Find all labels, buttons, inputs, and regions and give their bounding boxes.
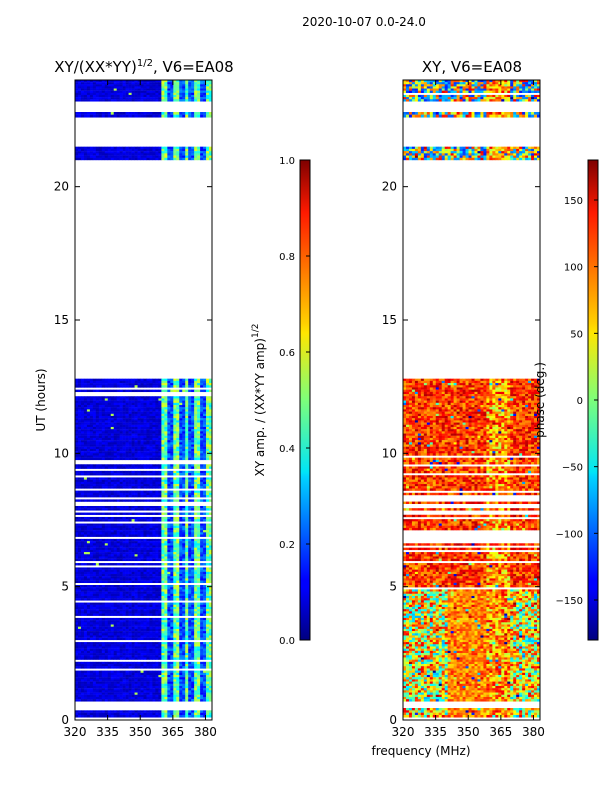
amp-ratio-colorbar-gradient <box>299 159 311 641</box>
xy-phase-ytick-label: 0 <box>389 713 397 727</box>
amp-ratio-ytick-label: 20 <box>54 180 69 194</box>
amp-ratio-colorbar-tick-label: 0.8 <box>279 252 295 263</box>
xy-phase-xtick-label: 350 <box>457 725 480 739</box>
phase-colorbar-tick-label: 150 <box>564 196 583 207</box>
amp-ratio-ytick-label: 0 <box>61 713 69 727</box>
xy-phase-axes-frame <box>402 79 541 721</box>
phase-colorbar-tick-label: −50 <box>562 463 583 474</box>
phase-colorbar-ticks: 150 100 50 0 −50 −100 −150 <box>556 196 598 607</box>
amp-ratio-colorbar-tick-label: 0.0 <box>279 636 295 647</box>
xy-phase-ytick-label: 10 <box>382 446 397 460</box>
amp-ratio-colorbar-tick-label: 0.6 <box>279 348 295 359</box>
amp-ratio-xtick-label: 380 <box>194 725 217 739</box>
amp-ratio-heatmap <box>75 80 212 718</box>
amp-ratio-colorbar-tick-label: 0.2 <box>279 540 295 551</box>
frequency-axis-label: frequency (MHz) <box>371 744 470 758</box>
xy-phase-ytick-label: 5 <box>389 580 397 594</box>
phase-colorbar-tick-label: −100 <box>556 529 583 540</box>
amp-ratio-ytick-label: 10 <box>54 446 69 460</box>
amp-ratio-colorbar-label: XY amp. / (XX*YY amp)1/2 <box>251 324 267 477</box>
phase-colorbar-tick-label: −150 <box>556 596 583 607</box>
phase-colorbar-label: phase (deg.) <box>533 362 547 438</box>
xy-phase-xtick-label: 380 <box>522 725 545 739</box>
xy-phase-ytick-label: 15 <box>382 313 397 327</box>
xy-phase-xtick-label: 335 <box>424 725 447 739</box>
amp-ratio-axes: 320 335 350 365 380 0 5 10 15 20 <box>54 80 217 739</box>
amp-ratio-xtick-label: 320 <box>64 725 87 739</box>
xy-phase-heatmap <box>403 80 540 718</box>
ut-axis-label: UT (hours) <box>34 368 48 431</box>
amp-ratio-colorbar: 0.0 0.2 0.4 0.6 0.8 1.0 XY amp. / (XX*YY amp)… <box>251 156 311 647</box>
phase-colorbar: 150 100 50 0 −50 −100 −150 phase (deg.) <box>533 159 599 641</box>
phase-colorbar-tick-label: 0 <box>577 396 583 407</box>
amp-ratio-xtick-label: 365 <box>161 725 184 739</box>
xy-phase-axes: 320 335 350 365 380 0 5 10 15 20 <box>382 80 545 739</box>
phase-colorbar-tick-label: 100 <box>564 263 583 274</box>
phase-colorbar-tick-label: 50 <box>570 329 583 340</box>
xy-phase-xtick-label: 320 <box>392 725 415 739</box>
amp-ratio-ytick-label: 5 <box>61 580 69 594</box>
xy-phase-ytick-label: 20 <box>382 180 397 194</box>
amp-ratio-colorbar-tick-label: 1.0 <box>279 156 295 167</box>
figure-suptitle: 2020-10-07 0.0-24.0 <box>302 15 426 29</box>
amp-ratio-xtick-label: 335 <box>96 725 119 739</box>
amp-ratio-colorbar-tick-label: 0.4 <box>279 444 295 455</box>
amp-ratio-colorbar-ticks: 0.0 0.2 0.4 0.6 0.8 1.0 <box>279 156 310 647</box>
amp-ratio-ytick-label: 15 <box>54 313 69 327</box>
amp-ratio-axes-frame <box>74 79 213 721</box>
amp-ratio-panel: XY/(XX*YY)1/2, V6=EA08 320 335 350 365 380 0 5… <box>34 58 234 739</box>
xy-phase-title: XY, V6=EA08 <box>422 58 522 76</box>
amp-ratio-title: XY/(XX*YY)1/2, V6=EA08 <box>54 58 233 76</box>
amp-ratio-xtick-label: 350 <box>129 725 152 739</box>
xy-phase-xtick-label: 365 <box>489 725 512 739</box>
xy-phase-panel: XY, V6=EA08 320 335 350 365 380 0 5 10 15 20 <box>382 58 545 739</box>
